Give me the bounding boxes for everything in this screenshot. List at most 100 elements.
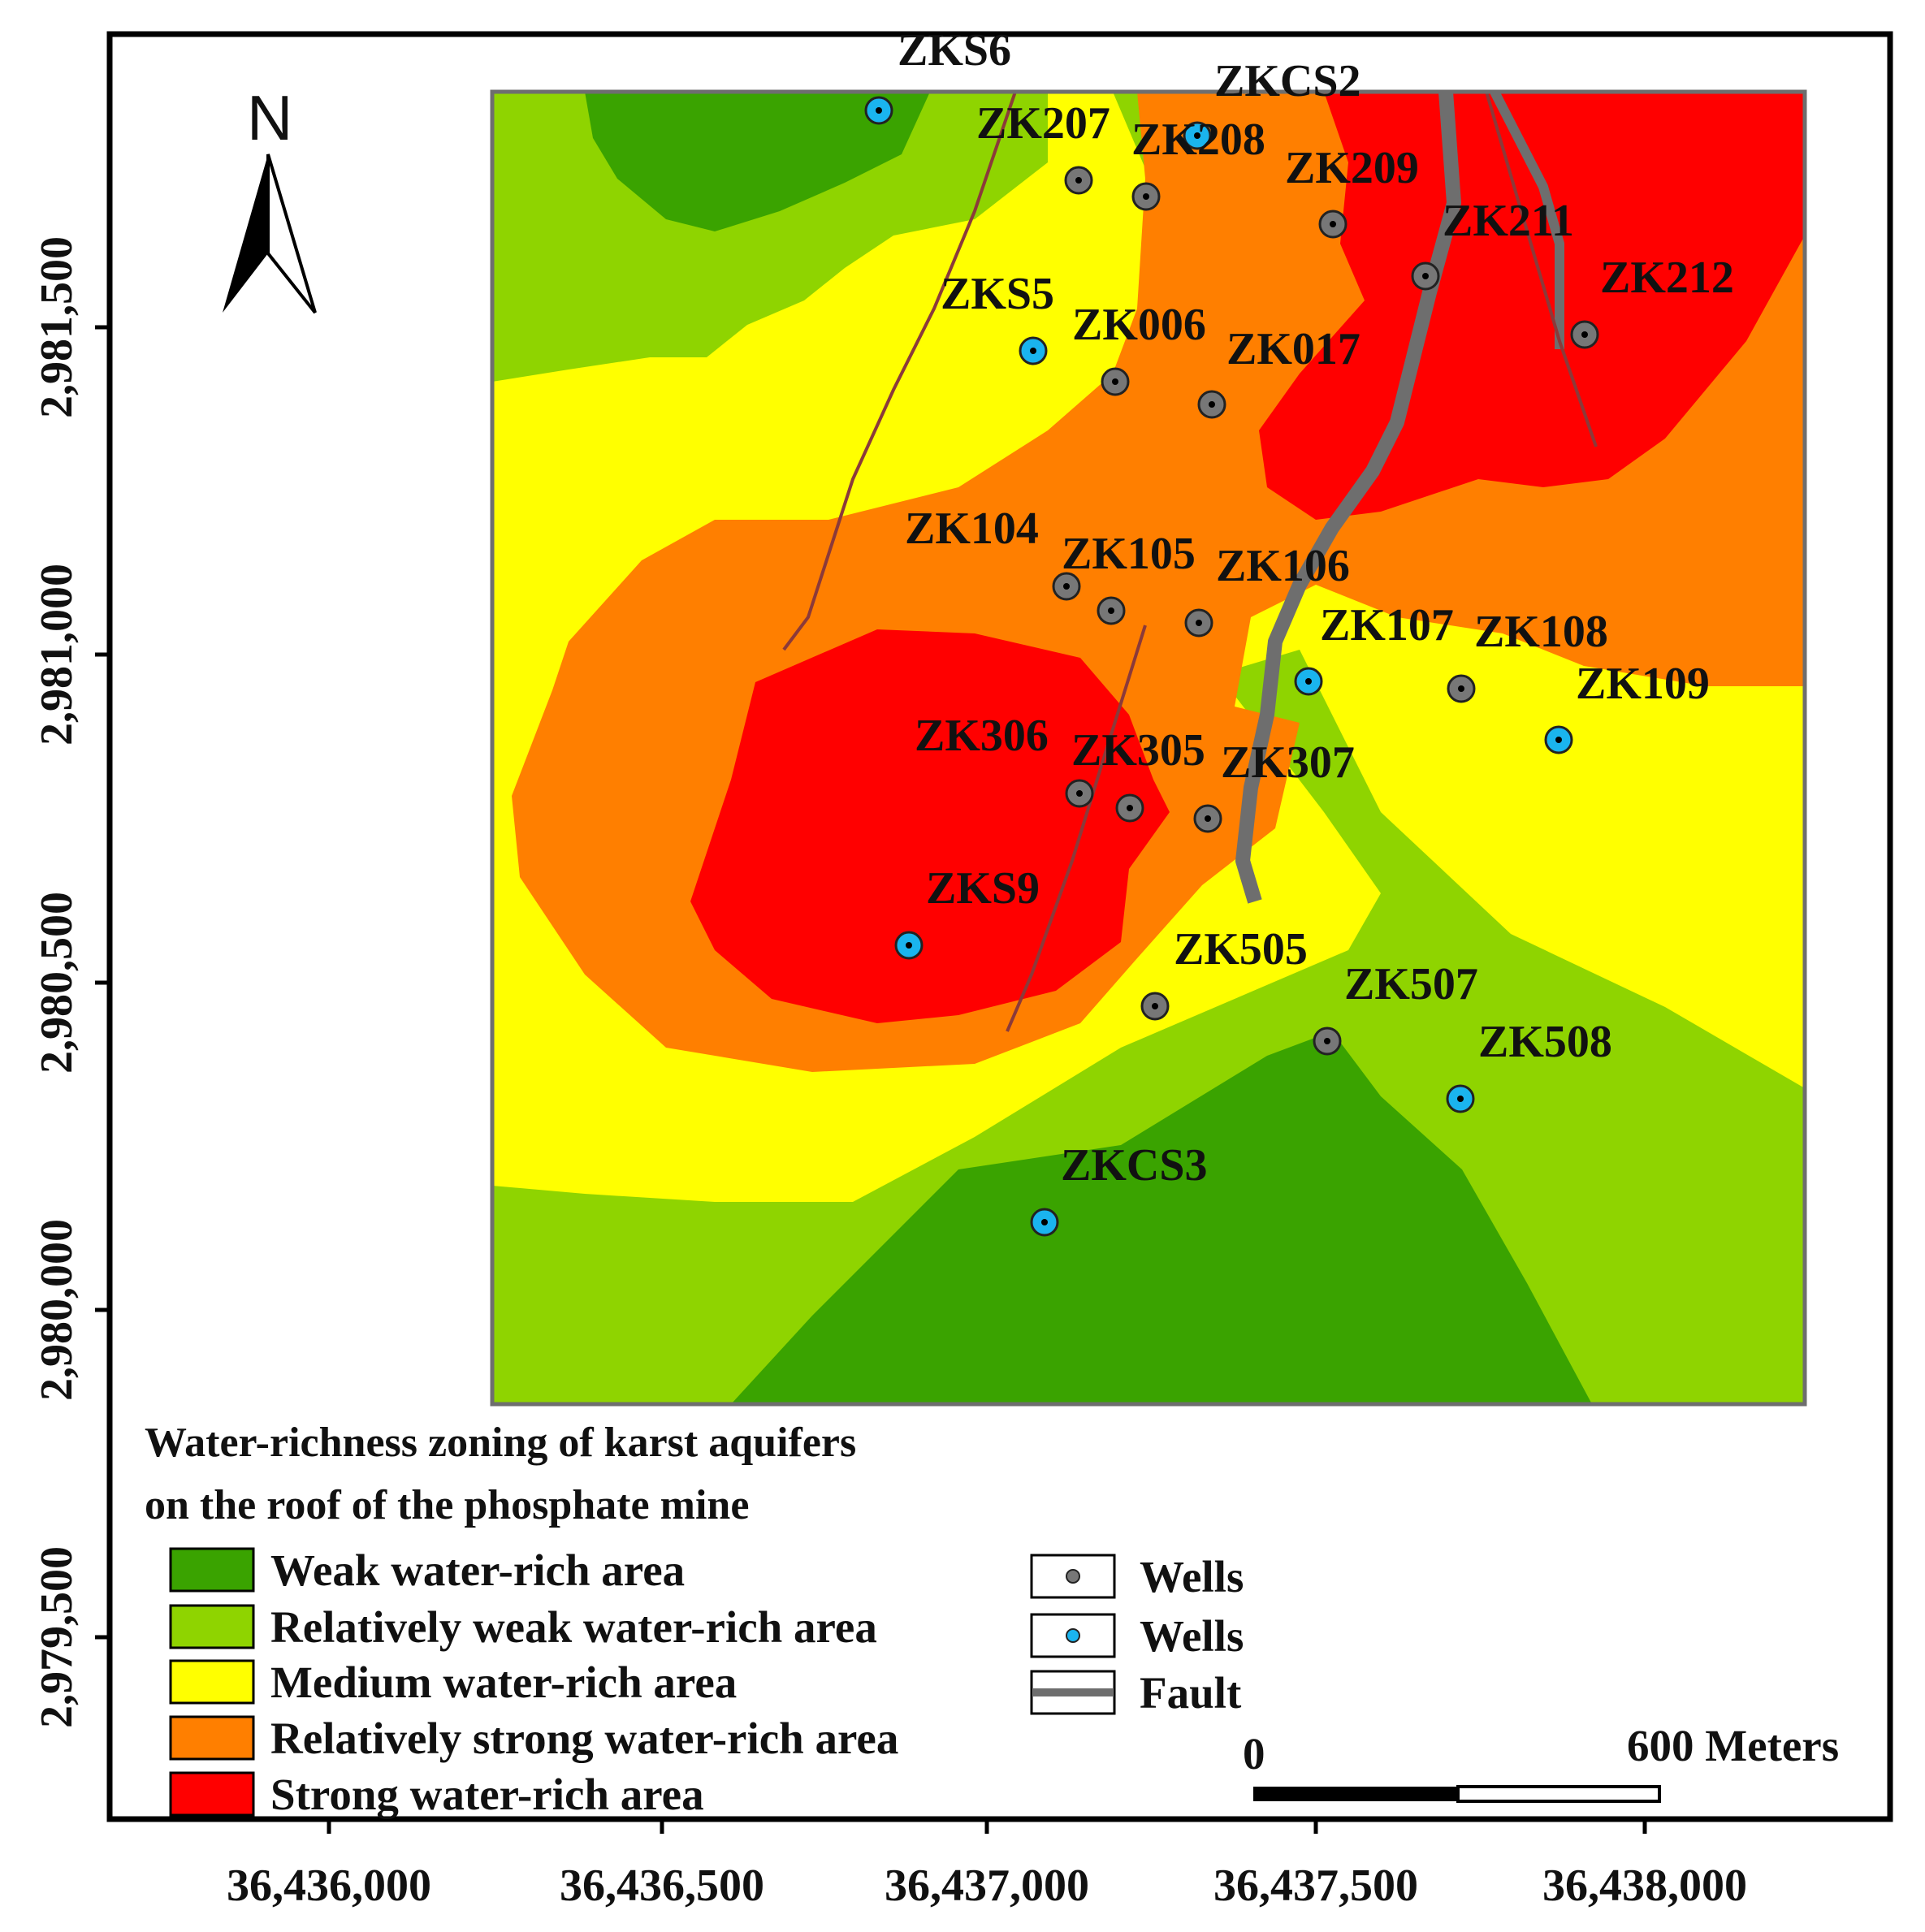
well-label: ZK307 [1221,737,1355,788]
y-tick-label: 2,981,500 [32,236,82,418]
legend-zone-label: Strong water-rich area [270,1770,704,1819]
legend-zone-swatch [169,1771,255,1817]
well-label: ZK006 [1072,300,1206,350]
well-zk104[interactable]: ZK104 [905,504,1081,601]
well-zk105[interactable]: ZK105 [1062,529,1196,625]
legend-zone-label: Relatively weak water-rich area [270,1602,877,1652]
well-zk305[interactable]: ZK305 [1071,725,1205,823]
well-zkcs3[interactable]: ZKCS3 [1030,1140,1208,1237]
north-arrow-left-half [223,154,268,313]
well-zks5[interactable]: ZKS5 [941,269,1054,365]
well-zk108[interactable]: ZK108 [1447,607,1608,703]
thin-fault-3 [1485,92,1598,447]
well-zk107[interactable]: ZK107 [1294,600,1454,696]
legend-symbol-item: Fault [1030,1668,1242,1718]
well-marker-dot [1075,177,1082,184]
legend-symbol-label: Fault [1140,1668,1242,1718]
x-tick-label: 36,437,500 [1213,1861,1418,1911]
well-label: ZK104 [905,504,1039,554]
legend-zone-item: Weak water-rich area [169,1545,685,1595]
x-tick-label: 36,436,000 [227,1861,431,1911]
legend-symbol-box [1030,1613,1116,1658]
well-zk017[interactable]: ZK017 [1197,324,1360,419]
well-zk109[interactable]: ZK109 [1544,659,1710,754]
scale-zero-label: 0 [1243,1729,1265,1779]
legend-symbol-item: Wells [1030,1552,1244,1601]
zone-weak-bottom [731,1031,1641,1404]
legend: Water-richness zoning of karst aquifers … [145,1420,1244,1819]
well-marker-dot [1330,221,1336,227]
well-marker-dot [1457,1096,1464,1102]
legend-symbol-list: Wells Wells Fault [1030,1552,1244,1718]
well-marker-dot [1127,805,1133,811]
well-marker-dot [876,107,882,114]
well-marker-dot [1063,583,1070,590]
scale-white-segment [1456,1785,1661,1803]
well-zk207[interactable]: ZK207 [976,98,1110,195]
well-zk212[interactable]: ZK212 [1570,253,1734,349]
map-panel-border [490,89,1807,1407]
well-zk106[interactable]: ZK106 [1184,541,1350,638]
legend-zone-item: Strong water-rich area [169,1770,704,1819]
well-marker-dot [1108,607,1114,614]
well-label: ZK209 [1285,143,1419,193]
well-label: ZKS6 [898,25,1011,76]
well-marker-dot [1196,620,1202,626]
well-zk306[interactable]: ZK306 [915,711,1094,808]
well-label: ZK207 [976,98,1110,149]
y-tick-label: 2,980,500 [32,892,82,1074]
well-zkcs2[interactable]: ZKCS2 [1183,56,1361,150]
well-label: ZK507 [1344,959,1478,1009]
well-label: ZKS9 [926,863,1040,914]
well-marker-dot [1458,685,1464,692]
legend-title-line1: Water-richness zoning of karst aquifers [145,1420,856,1466]
well-zk211[interactable]: ZK211 [1411,196,1574,291]
wells-layer: ZKS6 ZKCS2 ZK207 ZK208 ZK209 ZK211 ZK212 ZKS5 ZK… [864,25,1734,1237]
well-zk307[interactable]: ZK307 [1193,737,1355,833]
legend-symbol-item: Wells [1030,1611,1244,1661]
well-marker-dot [906,942,912,949]
well-zk507[interactable]: ZK507 [1313,959,1478,1056]
scale-bar: 0 600 Meters [1243,1721,1839,1803]
well-zks6[interactable]: ZKS6 [864,25,1011,125]
axes: 36,436,000 36,436,500 36,437,000 36,437,500… [32,236,1747,1911]
well-label: ZK107 [1320,600,1454,650]
well-label: ZK106 [1216,541,1350,591]
well-label: ZK505 [1174,924,1308,975]
blue-well-icon [1066,1628,1080,1643]
well-zk209[interactable]: ZK209 [1285,143,1419,239]
zone-weak-top [585,92,930,231]
legend-zone-swatch [169,1604,255,1649]
legend-zone-item: Relatively weak water-rich area [169,1602,877,1652]
well-label: ZK108 [1474,607,1608,657]
outer-frame [106,31,1893,1822]
well-zk505[interactable]: ZK505 [1140,924,1308,1021]
x-tick-label: 36,438,000 [1542,1861,1747,1911]
legend-title-line2: on the roof of the phosphate mine [145,1482,749,1528]
well-marker-dot [1209,401,1215,408]
scale-black-segment [1253,1787,1458,1801]
well-label: ZK105 [1062,529,1196,579]
thin-fault-2 [1006,625,1147,1032]
well-marker-dot [1555,737,1562,743]
well-zk006[interactable]: ZK006 [1072,300,1206,396]
well-label: ZKS5 [941,269,1054,319]
well-label: ZKCS3 [1061,1140,1208,1191]
well-label: ZK017 [1226,324,1360,374]
well-marker-dot [1324,1038,1330,1044]
well-zk508[interactable]: ZK508 [1446,1017,1612,1113]
legend-zone-swatch [169,1659,255,1705]
well-label: ZK306 [915,711,1049,761]
map-panel [490,89,1807,1407]
well-label: ZK508 [1478,1017,1612,1067]
well-zks9[interactable]: ZKS9 [894,863,1040,960]
well-label: ZK211 [1443,196,1574,246]
well-marker-dot [1041,1219,1048,1225]
well-marker-dot [1205,815,1211,822]
x-tick-label: 36,436,500 [560,1861,764,1911]
well-zk208[interactable]: ZK208 [1131,115,1265,211]
y-tick-label: 2,979,500 [32,1546,82,1728]
legend-zone-swatch [169,1547,255,1593]
fault-branch [1490,92,1564,349]
